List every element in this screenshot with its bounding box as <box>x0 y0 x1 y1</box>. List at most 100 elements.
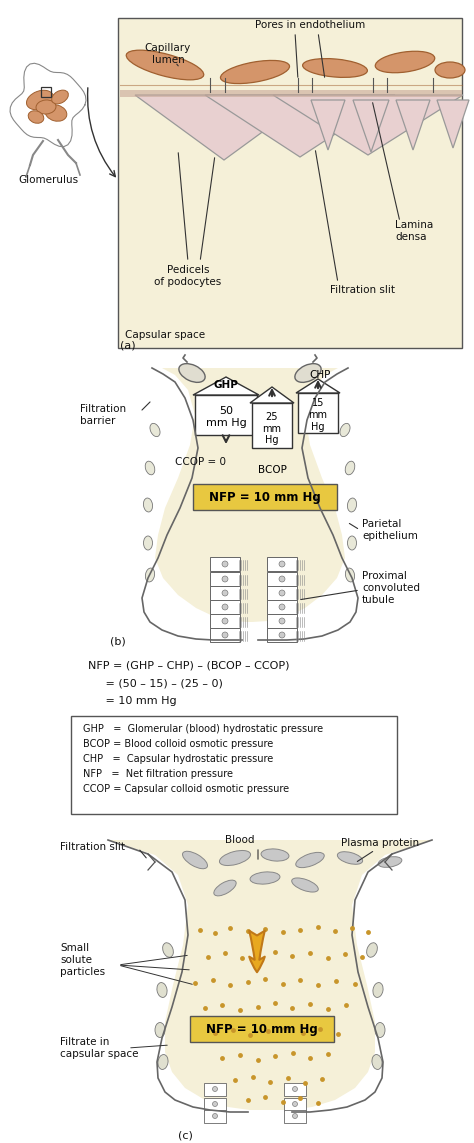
Ellipse shape <box>347 536 356 550</box>
Ellipse shape <box>292 1087 298 1092</box>
Ellipse shape <box>375 51 435 73</box>
Ellipse shape <box>279 604 285 610</box>
Ellipse shape <box>150 423 160 437</box>
FancyBboxPatch shape <box>190 1016 334 1042</box>
Text: BCOP = Blood colloid osmotic pressure: BCOP = Blood colloid osmotic pressure <box>83 740 273 749</box>
Text: CCOP = 0: CCOP = 0 <box>175 457 226 467</box>
Text: (c): (c) <box>178 1130 193 1140</box>
Ellipse shape <box>220 61 290 83</box>
Ellipse shape <box>222 604 228 610</box>
Text: Capsular space: Capsular space <box>125 330 205 339</box>
Text: NFP = 10 mm Hg: NFP = 10 mm Hg <box>209 490 321 504</box>
Text: Plasma protein: Plasma protein <box>341 838 419 848</box>
FancyBboxPatch shape <box>252 403 292 448</box>
Ellipse shape <box>158 1055 168 1070</box>
Ellipse shape <box>279 561 285 567</box>
Ellipse shape <box>36 99 56 114</box>
Ellipse shape <box>375 1023 385 1038</box>
FancyBboxPatch shape <box>210 628 240 642</box>
Text: GHP   =  Glomerular (blood) hydrostatic pressure: GHP = Glomerular (blood) hydrostatic pre… <box>83 724 323 734</box>
Text: Parietal
epithelium: Parietal epithelium <box>362 519 418 541</box>
FancyBboxPatch shape <box>267 557 297 572</box>
Text: = 10 mm Hg: = 10 mm Hg <box>88 696 177 706</box>
Ellipse shape <box>279 618 285 624</box>
Text: CCOP = Capsular colloid osmotic pressure: CCOP = Capsular colloid osmotic pressure <box>83 784 289 794</box>
Ellipse shape <box>45 105 67 121</box>
Text: (a): (a) <box>120 339 136 350</box>
FancyBboxPatch shape <box>284 1098 306 1111</box>
Ellipse shape <box>212 1087 218 1092</box>
Ellipse shape <box>346 568 355 582</box>
Ellipse shape <box>212 1113 218 1119</box>
Ellipse shape <box>340 423 350 437</box>
Bar <box>41 87 51 97</box>
Polygon shape <box>437 99 469 147</box>
Ellipse shape <box>435 62 465 78</box>
Ellipse shape <box>372 1055 382 1070</box>
FancyBboxPatch shape <box>195 395 257 435</box>
Ellipse shape <box>337 852 363 864</box>
Polygon shape <box>273 95 463 155</box>
Ellipse shape <box>378 856 402 868</box>
Text: CHP: CHP <box>310 370 331 379</box>
Text: NFP = (GHP – CHP) – (BCOP – CCOP): NFP = (GHP – CHP) – (BCOP – CCOP) <box>88 660 290 670</box>
Bar <box>120 90 462 97</box>
Ellipse shape <box>279 632 285 638</box>
Text: 25
mm
Hg: 25 mm Hg <box>263 411 282 445</box>
Text: 15
mm
Hg: 15 mm Hg <box>309 399 328 432</box>
Text: CHP   =  Capsular hydrostatic pressure: CHP = Capsular hydrostatic pressure <box>83 754 273 764</box>
Text: Filtration slit: Filtration slit <box>60 842 125 852</box>
Polygon shape <box>155 368 345 622</box>
FancyBboxPatch shape <box>210 600 240 614</box>
Ellipse shape <box>373 983 383 998</box>
Polygon shape <box>353 99 389 152</box>
Polygon shape <box>193 377 259 395</box>
Polygon shape <box>135 95 313 160</box>
Ellipse shape <box>261 849 289 861</box>
FancyBboxPatch shape <box>298 393 338 433</box>
Ellipse shape <box>222 618 228 624</box>
Ellipse shape <box>214 880 236 896</box>
FancyBboxPatch shape <box>284 1110 306 1124</box>
Ellipse shape <box>302 58 367 78</box>
Polygon shape <box>108 840 432 1110</box>
FancyBboxPatch shape <box>71 716 397 814</box>
FancyBboxPatch shape <box>267 614 297 628</box>
Ellipse shape <box>28 111 44 123</box>
FancyBboxPatch shape <box>267 572 297 586</box>
Text: Filtrate in
capsular space: Filtrate in capsular space <box>60 1037 138 1058</box>
Ellipse shape <box>144 498 153 512</box>
Polygon shape <box>205 95 395 157</box>
Ellipse shape <box>146 568 155 582</box>
Ellipse shape <box>292 1113 298 1119</box>
FancyBboxPatch shape <box>267 600 297 614</box>
Ellipse shape <box>155 1023 165 1038</box>
FancyBboxPatch shape <box>204 1110 226 1124</box>
Ellipse shape <box>222 561 228 567</box>
Ellipse shape <box>250 872 280 885</box>
Ellipse shape <box>222 576 228 582</box>
Ellipse shape <box>126 50 204 80</box>
Text: = (50 – 15) – (25 – 0): = (50 – 15) – (25 – 0) <box>88 678 223 688</box>
Ellipse shape <box>182 852 208 869</box>
Text: Capillary
lumen: Capillary lumen <box>145 43 191 65</box>
Text: NFP   =  Net filtration pressure: NFP = Net filtration pressure <box>83 769 233 780</box>
Text: Proximal
convoluted
tubule: Proximal convoluted tubule <box>362 572 420 605</box>
Ellipse shape <box>222 632 228 638</box>
Ellipse shape <box>279 590 285 596</box>
FancyBboxPatch shape <box>210 614 240 628</box>
Text: 50
mm Hg: 50 mm Hg <box>206 406 246 427</box>
Ellipse shape <box>145 461 155 474</box>
Ellipse shape <box>222 590 228 596</box>
Ellipse shape <box>27 90 54 110</box>
Ellipse shape <box>295 363 321 383</box>
Ellipse shape <box>279 576 285 582</box>
Polygon shape <box>296 379 340 393</box>
FancyBboxPatch shape <box>118 18 462 347</box>
Text: Glomerulus: Glomerulus <box>18 175 78 185</box>
Ellipse shape <box>179 363 205 383</box>
FancyBboxPatch shape <box>210 572 240 586</box>
Ellipse shape <box>296 853 324 868</box>
Text: (b): (b) <box>110 637 126 647</box>
Polygon shape <box>396 99 430 150</box>
